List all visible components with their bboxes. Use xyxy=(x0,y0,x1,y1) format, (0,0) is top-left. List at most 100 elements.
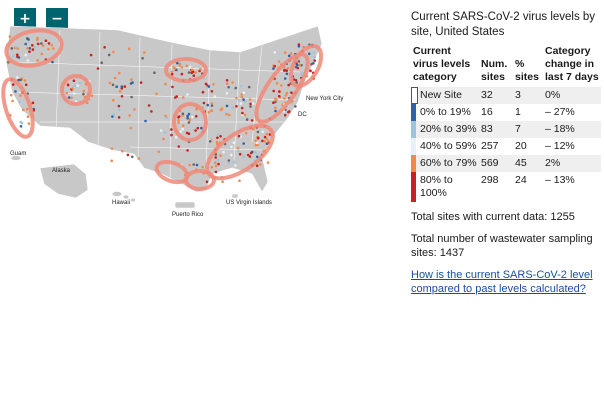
site-marker[interactable] xyxy=(261,139,264,143)
site-marker[interactable] xyxy=(256,136,260,140)
site-marker[interactable] xyxy=(27,38,30,41)
site-marker[interactable] xyxy=(242,91,246,94)
site-marker[interactable] xyxy=(283,68,287,72)
site-marker[interactable] xyxy=(17,56,21,59)
site-marker[interactable] xyxy=(274,109,277,113)
site-marker[interactable] xyxy=(214,164,218,168)
site-marker[interactable] xyxy=(287,110,290,114)
site-marker[interactable] xyxy=(266,161,270,164)
site-marker[interactable] xyxy=(187,112,191,116)
site-marker[interactable] xyxy=(225,104,229,108)
site-marker[interactable] xyxy=(235,96,238,100)
site-marker[interactable] xyxy=(255,164,259,167)
site-marker[interactable] xyxy=(246,153,250,157)
methodology-link[interactable]: How is the current SARS-CoV-2 level comp… xyxy=(411,269,593,295)
site-marker[interactable] xyxy=(195,163,199,167)
site-marker[interactable] xyxy=(112,50,115,54)
site-marker[interactable] xyxy=(225,92,229,95)
site-marker[interactable] xyxy=(295,81,299,84)
site-marker[interactable] xyxy=(170,70,174,74)
site-marker[interactable] xyxy=(230,153,233,157)
site-marker[interactable] xyxy=(251,102,255,105)
site-marker[interactable] xyxy=(188,65,192,69)
site-marker[interactable] xyxy=(180,66,184,69)
site-marker[interactable] xyxy=(254,151,257,154)
site-marker[interactable] xyxy=(126,153,130,157)
site-marker[interactable] xyxy=(247,85,251,89)
site-marker[interactable] xyxy=(117,116,121,119)
site-marker[interactable] xyxy=(111,83,115,87)
site-marker[interactable] xyxy=(237,98,240,102)
site-marker[interactable] xyxy=(141,57,144,60)
site-marker[interactable] xyxy=(200,126,203,130)
site-marker[interactable] xyxy=(52,47,55,50)
site-marker[interactable] xyxy=(15,76,19,79)
site-marker[interactable] xyxy=(113,76,117,80)
site-marker[interactable] xyxy=(111,115,114,118)
site-marker[interactable] xyxy=(217,162,220,166)
site-marker[interactable] xyxy=(14,90,17,93)
site-marker[interactable] xyxy=(243,113,247,117)
site-marker[interactable] xyxy=(294,105,297,108)
site-marker[interactable] xyxy=(186,114,189,118)
site-marker[interactable] xyxy=(176,61,179,65)
site-marker[interactable] xyxy=(96,67,100,70)
site-marker[interactable] xyxy=(107,53,111,57)
site-marker[interactable] xyxy=(235,105,238,108)
site-marker[interactable] xyxy=(256,143,260,147)
site-marker[interactable] xyxy=(194,71,198,74)
site-marker[interactable] xyxy=(36,59,39,62)
site-marker[interactable] xyxy=(181,127,184,131)
site-marker[interactable] xyxy=(186,149,189,152)
site-marker[interactable] xyxy=(272,101,275,104)
site-marker[interactable] xyxy=(51,60,54,64)
site-marker[interactable] xyxy=(298,63,301,67)
site-marker[interactable] xyxy=(90,94,94,97)
site-marker[interactable] xyxy=(181,124,185,127)
site-marker[interactable] xyxy=(210,104,214,107)
site-marker[interactable] xyxy=(121,149,124,153)
site-marker[interactable] xyxy=(82,92,85,96)
site-marker[interactable] xyxy=(287,54,291,58)
site-marker[interactable] xyxy=(199,67,202,71)
site-marker[interactable] xyxy=(41,44,45,48)
site-marker[interactable] xyxy=(284,94,288,97)
site-marker[interactable] xyxy=(186,117,189,120)
site-marker[interactable] xyxy=(283,97,286,100)
site-marker[interactable] xyxy=(274,106,277,110)
site-marker[interactable] xyxy=(268,133,272,136)
site-marker[interactable] xyxy=(248,98,252,101)
site-marker[interactable] xyxy=(219,135,222,138)
site-marker[interactable] xyxy=(108,81,112,85)
zoom-out-button[interactable]: − xyxy=(46,8,68,30)
site-marker[interactable] xyxy=(157,150,161,154)
site-marker[interactable] xyxy=(210,90,214,93)
site-marker[interactable] xyxy=(214,156,217,159)
site-marker[interactable] xyxy=(19,125,23,128)
site-marker[interactable] xyxy=(31,44,34,47)
site-marker[interactable] xyxy=(248,155,252,158)
site-marker[interactable] xyxy=(252,128,255,131)
site-marker[interactable] xyxy=(28,50,31,53)
site-marker[interactable] xyxy=(187,121,191,124)
site-marker[interactable] xyxy=(177,119,180,122)
site-marker[interactable] xyxy=(309,69,312,72)
site-marker[interactable] xyxy=(289,52,293,55)
site-marker[interactable] xyxy=(67,96,71,99)
site-marker[interactable] xyxy=(27,122,31,125)
site-marker[interactable] xyxy=(22,108,25,112)
site-marker[interactable] xyxy=(177,121,180,124)
site-marker[interactable] xyxy=(177,145,181,148)
site-marker[interactable] xyxy=(285,72,289,76)
site-marker[interactable] xyxy=(175,95,178,98)
site-marker[interactable] xyxy=(71,87,74,90)
site-marker[interactable] xyxy=(170,128,173,131)
site-marker[interactable] xyxy=(25,107,29,111)
site-marker[interactable] xyxy=(214,170,218,174)
site-marker[interactable] xyxy=(177,115,181,118)
site-marker[interactable] xyxy=(227,85,230,89)
site-marker[interactable] xyxy=(19,120,23,124)
site-marker[interactable] xyxy=(65,91,68,95)
site-marker[interactable] xyxy=(120,87,124,90)
site-marker[interactable] xyxy=(72,92,76,95)
